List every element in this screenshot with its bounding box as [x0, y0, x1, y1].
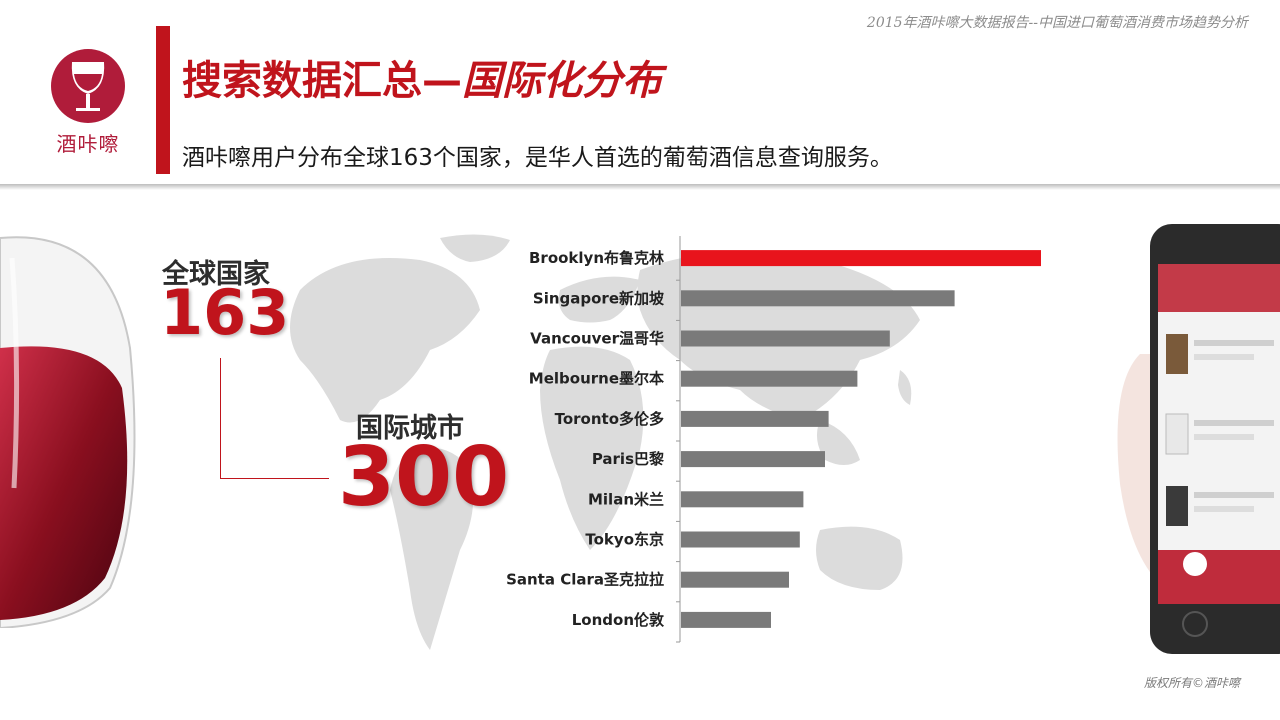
- logo-text: 酒咔嚓: [56, 132, 120, 156]
- cities-label: 国际城市: [356, 413, 464, 444]
- page-title: 搜索数据汇总—国际化分布: [182, 48, 662, 106]
- page-title-main: 搜索数据汇总—: [182, 58, 462, 104]
- chart-bar: [681, 571, 789, 588]
- title-accent-bar: [156, 26, 170, 174]
- page-subtitle: 酒咔嚓用户分布全球163个国家，是华人首选的葡萄酒信息查询服务。: [182, 145, 893, 171]
- wine-glass-logo-icon: [51, 49, 125, 123]
- chart-category-label: Vancouver温哥华: [530, 330, 664, 348]
- stats-connector-line: [220, 358, 329, 479]
- chart-bar: [681, 330, 890, 347]
- header-divider: [0, 184, 1280, 190]
- chart-category-label: Melbourne墨尔本: [529, 370, 664, 388]
- copyright-text: 版权所有©酒咔嚓: [1143, 676, 1240, 690]
- countries-label: 全球国家: [162, 259, 270, 290]
- chart-category-label: Milan米兰: [588, 490, 664, 508]
- chart-category-label: Brooklyn布鲁克林: [529, 249, 665, 267]
- chart-category-label: Santa Clara圣克拉拉: [506, 571, 664, 589]
- chart-category-label: Tokyo东京: [585, 531, 664, 549]
- chart-bar: [681, 250, 1041, 267]
- chart-bar: [681, 531, 800, 548]
- city-bar-chart: Brooklyn布鲁克林 Singapore新加坡 Vancouver温哥华 Melb…: [506, 236, 1041, 643]
- countries-value: 163: [160, 276, 290, 349]
- chart-bar: [681, 290, 955, 307]
- chart-bar: [681, 491, 804, 508]
- page-title-italic: 国际化分布: [462, 58, 662, 104]
- wine-glass-image: [0, 236, 136, 628]
- chart-bar: [681, 410, 829, 427]
- cities-value: 300: [338, 430, 510, 525]
- chart-bar: [681, 370, 858, 387]
- smartphone-image: [1117, 224, 1280, 654]
- chart-category-label: London伦敦: [572, 611, 665, 629]
- chart-bar: [681, 611, 771, 628]
- chart-category-label: Toronto多伦多: [555, 410, 664, 428]
- chart-category-label: Singapore新加坡: [533, 289, 664, 307]
- report-title: 2015年酒咔嚓大数据报告--中国进口葡萄酒消费市场趋势分析: [866, 15, 1248, 31]
- chart-bar: [681, 451, 825, 468]
- chart-category-label: Paris巴黎: [592, 450, 664, 468]
- header-bar: [0, 0, 1280, 186]
